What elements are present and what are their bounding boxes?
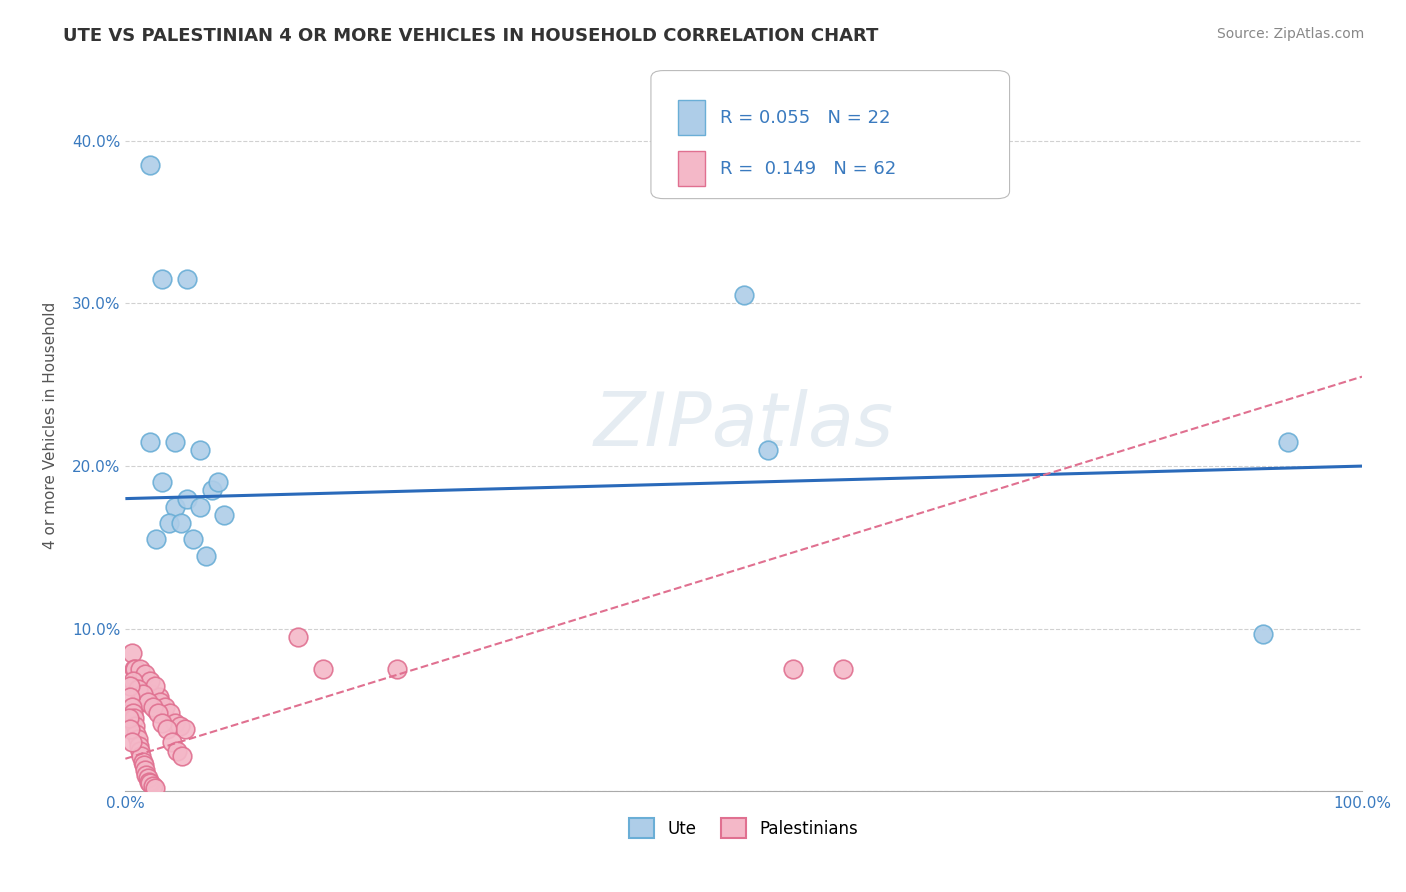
- Point: [136, 771, 159, 785]
- Y-axis label: 4 or more Vehicles in Household: 4 or more Vehicles in Household: [44, 301, 58, 549]
- Point: [145, 703, 167, 717]
- Point: [134, 763, 156, 777]
- Point: [152, 716, 174, 731]
- Point: [127, 681, 149, 696]
- Point: [131, 748, 153, 763]
- Point: [156, 723, 179, 737]
- Point: [1251, 626, 1274, 640]
- Point: [139, 434, 162, 449]
- Legend: Ute, Palestinians: Ute, Palestinians: [623, 812, 865, 845]
- Text: UTE VS PALESTINIAN 4 OR MORE VEHICLES IN HOUSEHOLD CORRELATION CHART: UTE VS PALESTINIAN 4 OR MORE VEHICLES IN…: [63, 27, 879, 45]
- Point: [121, 646, 143, 660]
- Point: [157, 516, 180, 530]
- Point: [758, 442, 780, 457]
- Point: [141, 687, 163, 701]
- Point: [128, 739, 150, 753]
- Point: [183, 533, 205, 547]
- Point: [121, 699, 143, 714]
- FancyBboxPatch shape: [651, 70, 1010, 199]
- Point: [129, 744, 152, 758]
- Point: [153, 699, 176, 714]
- Point: [120, 723, 142, 737]
- Point: [138, 774, 160, 789]
- Point: [782, 662, 804, 676]
- Point: [131, 755, 153, 769]
- Point: [125, 673, 148, 688]
- Point: [831, 662, 853, 676]
- Point: [201, 483, 224, 498]
- Point: [132, 687, 155, 701]
- Point: [135, 768, 157, 782]
- Point: [163, 500, 186, 514]
- Point: [142, 780, 165, 794]
- Point: [145, 533, 167, 547]
- Point: [131, 687, 153, 701]
- Point: [121, 735, 143, 749]
- Point: [139, 673, 162, 688]
- FancyBboxPatch shape: [678, 151, 706, 186]
- Point: [143, 679, 166, 693]
- Point: [172, 748, 194, 763]
- Point: [124, 662, 146, 676]
- Point: [129, 662, 152, 676]
- Point: [148, 690, 170, 704]
- Point: [152, 272, 174, 286]
- Point: [127, 732, 149, 747]
- Point: [120, 679, 142, 693]
- Point: [143, 780, 166, 795]
- Point: [312, 662, 335, 676]
- Point: [122, 662, 145, 676]
- Point: [194, 549, 217, 563]
- Point: [188, 442, 211, 457]
- Point: [136, 695, 159, 709]
- Point: [152, 475, 174, 490]
- Point: [176, 491, 198, 506]
- Text: Source: ZipAtlas.com: Source: ZipAtlas.com: [1216, 27, 1364, 41]
- Point: [124, 719, 146, 733]
- Point: [135, 695, 157, 709]
- Point: [163, 434, 186, 449]
- Point: [142, 699, 165, 714]
- Point: [176, 272, 198, 286]
- Point: [142, 695, 165, 709]
- Point: [733, 288, 755, 302]
- Point: [149, 695, 172, 709]
- Text: ZIPatlas: ZIPatlas: [593, 390, 894, 461]
- Point: [170, 516, 193, 530]
- Point: [134, 667, 156, 681]
- Point: [214, 508, 236, 522]
- Point: [120, 690, 142, 704]
- Point: [139, 158, 162, 172]
- Text: R = 0.055   N = 22: R = 0.055 N = 22: [720, 109, 890, 127]
- Point: [139, 776, 162, 790]
- FancyBboxPatch shape: [678, 100, 706, 136]
- Point: [138, 695, 160, 709]
- Point: [121, 706, 143, 721]
- Point: [131, 679, 153, 693]
- Point: [118, 711, 141, 725]
- Point: [146, 706, 169, 721]
- Point: [163, 716, 186, 731]
- Point: [162, 735, 184, 749]
- Point: [1277, 434, 1299, 449]
- Point: [287, 630, 309, 644]
- Point: [121, 673, 143, 688]
- Point: [128, 695, 150, 709]
- Point: [207, 475, 229, 490]
- Point: [173, 723, 195, 737]
- Point: [188, 500, 211, 514]
- Point: [122, 711, 145, 725]
- Point: [387, 662, 409, 676]
- Point: [125, 727, 148, 741]
- Point: [166, 744, 188, 758]
- Text: R =  0.149   N = 62: R = 0.149 N = 62: [720, 160, 897, 178]
- Point: [169, 719, 191, 733]
- Point: [159, 706, 181, 721]
- Point: [132, 758, 155, 772]
